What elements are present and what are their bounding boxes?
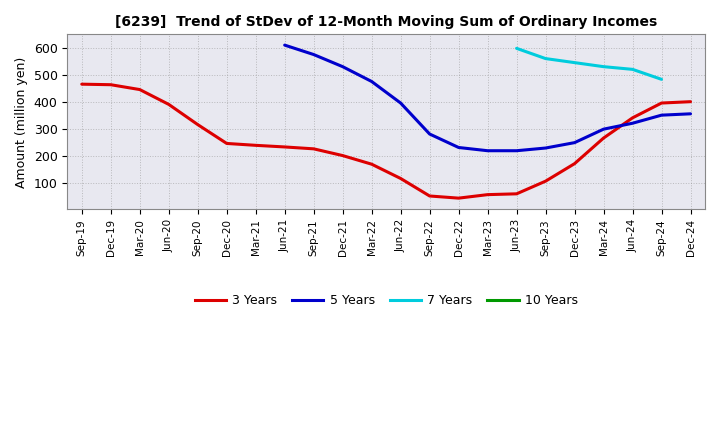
- 3 Years: [570, 161, 579, 166]
- 3 Years: [164, 102, 173, 107]
- Line: 3 Years: 3 Years: [82, 84, 690, 198]
- 3 Years: [599, 136, 608, 141]
- Legend: 3 Years, 5 Years, 7 Years, 10 Years: 3 Years, 5 Years, 7 Years, 10 Years: [189, 289, 582, 312]
- 5 Years: [396, 100, 405, 106]
- 5 Years: [338, 64, 347, 70]
- 5 Years: [512, 148, 521, 154]
- 3 Years: [310, 146, 318, 151]
- 5 Years: [310, 52, 318, 57]
- Line: 7 Years: 7 Years: [516, 48, 662, 79]
- 7 Years: [599, 64, 608, 70]
- 5 Years: [483, 148, 492, 154]
- 5 Years: [570, 140, 579, 145]
- 5 Years: [454, 145, 463, 150]
- 3 Years: [483, 192, 492, 197]
- 3 Years: [426, 193, 434, 198]
- 7 Years: [541, 56, 550, 61]
- 7 Years: [570, 60, 579, 65]
- 3 Years: [280, 144, 289, 150]
- 3 Years: [222, 141, 231, 146]
- 3 Years: [657, 100, 666, 106]
- 3 Years: [78, 81, 86, 87]
- 5 Years: [599, 127, 608, 132]
- Line: 5 Years: 5 Years: [284, 45, 690, 151]
- Title: [6239]  Trend of StDev of 12-Month Moving Sum of Ordinary Incomes: [6239] Trend of StDev of 12-Month Moving…: [115, 15, 657, 29]
- 3 Years: [686, 99, 695, 104]
- 5 Years: [280, 43, 289, 48]
- 7 Years: [512, 46, 521, 51]
- 5 Years: [686, 111, 695, 117]
- 3 Years: [338, 153, 347, 158]
- 3 Years: [512, 191, 521, 197]
- Y-axis label: Amount (million yen): Amount (million yen): [15, 56, 28, 187]
- 7 Years: [657, 77, 666, 82]
- 7 Years: [629, 67, 637, 72]
- 3 Years: [454, 195, 463, 201]
- 3 Years: [396, 176, 405, 181]
- 5 Years: [629, 121, 637, 126]
- 5 Years: [426, 132, 434, 137]
- 5 Years: [657, 113, 666, 118]
- 5 Years: [367, 79, 376, 84]
- 5 Years: [541, 145, 550, 150]
- 3 Years: [135, 87, 144, 92]
- 3 Years: [541, 179, 550, 184]
- 3 Years: [251, 143, 260, 148]
- 3 Years: [107, 82, 115, 88]
- 3 Years: [367, 161, 376, 167]
- 3 Years: [194, 122, 202, 127]
- 3 Years: [629, 115, 637, 121]
